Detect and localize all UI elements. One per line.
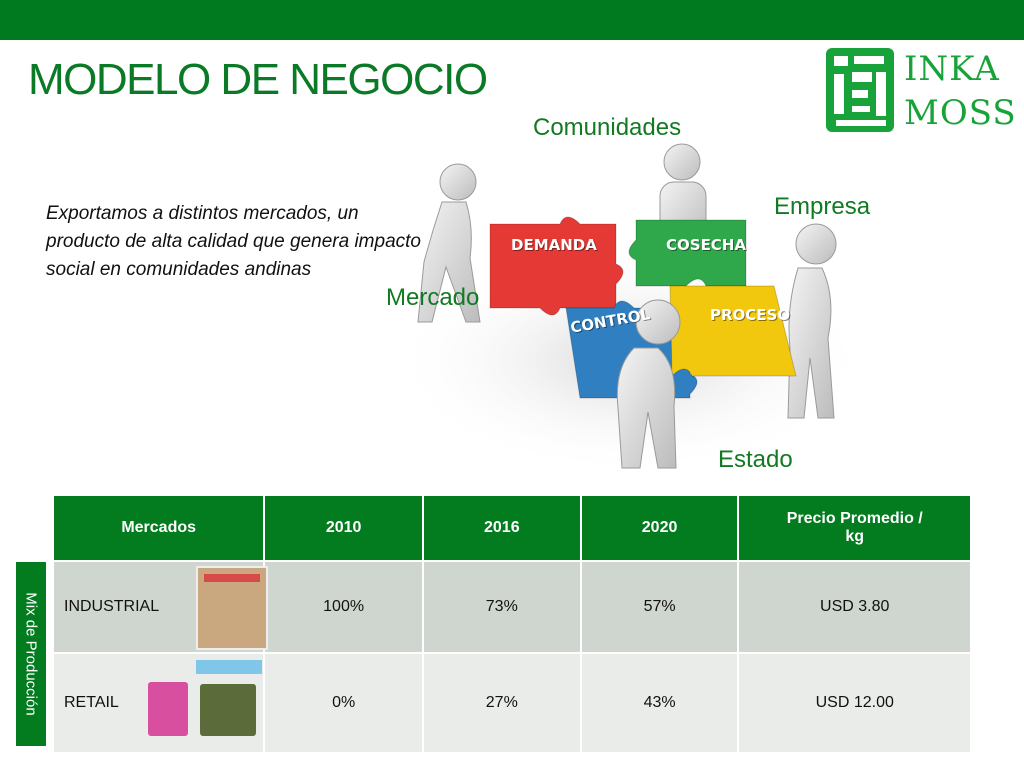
markets-table: Mercados 2010 2016 2020 Precio Promedio … (51, 494, 972, 754)
value-2020: 43% (579, 652, 740, 754)
column-header-2016: 2016 (421, 494, 582, 562)
retail-bag-green-image (200, 684, 256, 736)
retail-bag-pink-image (148, 682, 188, 736)
column-header-mercados: Mercados (51, 494, 266, 562)
table-row: RETAIL 0% 27% 43% USD 12.00 (51, 652, 972, 754)
label-estado: Estado (718, 446, 793, 473)
value-2016: 73% (421, 560, 582, 654)
label-comunidades: Comunidades (533, 114, 682, 141)
label-empresa: Empresa (774, 193, 871, 220)
column-header-2020: 2020 (579, 494, 740, 562)
value-precio: USD 12.00 (737, 652, 972, 754)
column-header-precio: Precio Promedio / kg (737, 494, 972, 562)
value-precio: USD 3.80 (737, 560, 972, 654)
table-row: INDUSTRIAL 100% 73% 57% USD 3.80 (51, 560, 972, 654)
column-header-2010: 2010 (263, 494, 424, 562)
market-cell: INDUSTRIAL (51, 560, 268, 654)
value-2010: 100% (263, 560, 424, 654)
top-banner (0, 0, 1024, 40)
logo-text-moss: MOSS (904, 93, 1017, 133)
puzzle-figures-graphic (390, 143, 870, 475)
puzzle-label-proceso: PROCESO (710, 306, 791, 324)
production-mix-side-label: Mix de Producción (16, 562, 46, 746)
value-2016: 27% (421, 652, 582, 754)
market-name: RETAIL (64, 694, 119, 711)
inca-face-icon (826, 48, 894, 132)
inka-moss-logo: INKA MOSS (822, 44, 1016, 136)
description-text: Exportamos a distintos mercados, un prod… (46, 203, 421, 280)
industrial-product-image (196, 566, 268, 650)
page-title: MODELO DE NEGOCIO (28, 55, 488, 104)
market-name: INDUSTRIAL (64, 598, 160, 615)
retail-package-image (196, 660, 262, 674)
logo-text-inka: INKA (904, 49, 1000, 89)
market-cell: RETAIL (51, 652, 266, 754)
value-2020: 57% (579, 560, 740, 654)
label-mercado: Mercado (386, 284, 480, 311)
value-2010: 0% (263, 652, 424, 754)
puzzle-label-demanda: DEMANDA (511, 236, 597, 254)
side-label-text: Mix de Producción (22, 592, 40, 716)
puzzle-illustration: DEMANDA COSECHA CONTROL PROCESO (370, 140, 870, 480)
puzzle-label-cosecha: COSECHA (666, 236, 746, 254)
